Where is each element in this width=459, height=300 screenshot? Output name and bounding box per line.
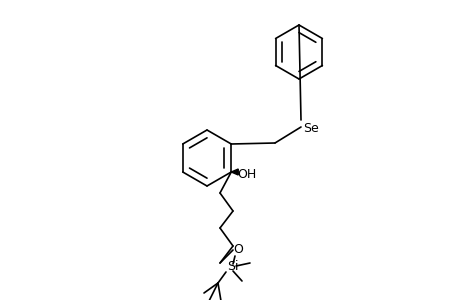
Polygon shape: [231, 169, 238, 175]
Text: Si: Si: [227, 260, 238, 274]
Text: Se: Se: [302, 122, 318, 135]
Text: O: O: [233, 244, 242, 256]
Text: OH: OH: [237, 167, 256, 181]
